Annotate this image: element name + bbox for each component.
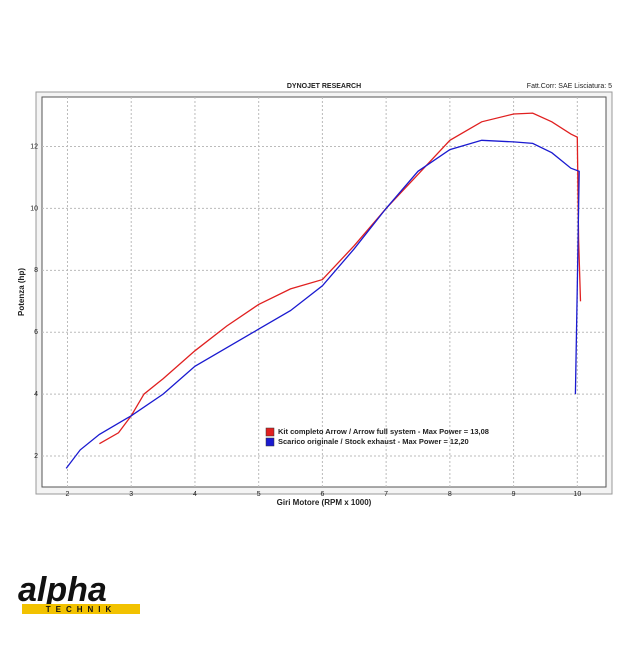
- chart-subtitle: Fatt.Corr: SAE Lisciatura: 5: [527, 83, 612, 90]
- y-tick-label: 12: [30, 143, 38, 150]
- x-tick-label: 7: [384, 491, 388, 498]
- x-tick-label: 2: [66, 491, 70, 498]
- logo-sub: TECHNIK: [46, 605, 117, 614]
- x-tick-label: 6: [320, 491, 324, 498]
- y-axis-label: Potenza (hp): [17, 268, 26, 316]
- x-tick-label: 10: [573, 491, 581, 498]
- logo-bar: [22, 604, 140, 614]
- x-axis-label: Giri Motore (RPM x 1000): [277, 498, 372, 507]
- y-tick-label: 6: [34, 329, 38, 336]
- x-tick-label: 9: [512, 491, 516, 498]
- logo: alpha: [18, 571, 107, 609]
- y-tick-label: 4: [34, 391, 38, 398]
- chart-title: DYNOJET RESEARCH: [287, 83, 361, 90]
- series-line: [99, 112, 582, 445]
- series-line: [65, 139, 580, 469]
- legend-swatch: [265, 437, 275, 447]
- legend-label: Scarico originale / Stock exhaust - Max …: [278, 437, 469, 446]
- legend-swatch: [265, 427, 275, 437]
- x-tick-label: 5: [257, 491, 261, 498]
- plot-area: [41, 96, 607, 488]
- x-tick-label: 8: [448, 491, 452, 498]
- x-tick-label: 3: [129, 491, 133, 498]
- y-tick-label: 2: [34, 453, 38, 460]
- y-tick-label: 8: [34, 267, 38, 274]
- x-tick-label: 4: [193, 491, 197, 498]
- y-tick-label: 10: [30, 205, 38, 212]
- legend-label: Kit completo Arrow / Arrow full system -…: [278, 427, 489, 436]
